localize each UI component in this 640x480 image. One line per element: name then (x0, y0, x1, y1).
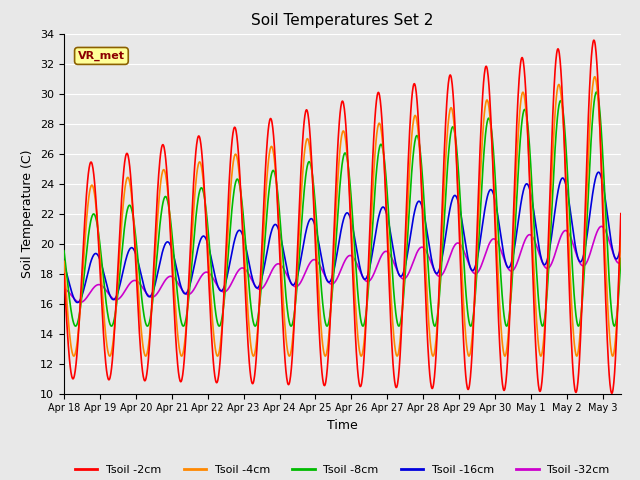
Legend: Tsoil -2cm, Tsoil -4cm, Tsoil -8cm, Tsoil -16cm, Tsoil -32cm: Tsoil -2cm, Tsoil -4cm, Tsoil -8cm, Tsoi… (70, 460, 614, 479)
X-axis label: Time: Time (327, 419, 358, 432)
Y-axis label: Soil Temperature (C): Soil Temperature (C) (22, 149, 35, 278)
Text: VR_met: VR_met (78, 51, 125, 61)
Title: Soil Temperatures Set 2: Soil Temperatures Set 2 (252, 13, 433, 28)
